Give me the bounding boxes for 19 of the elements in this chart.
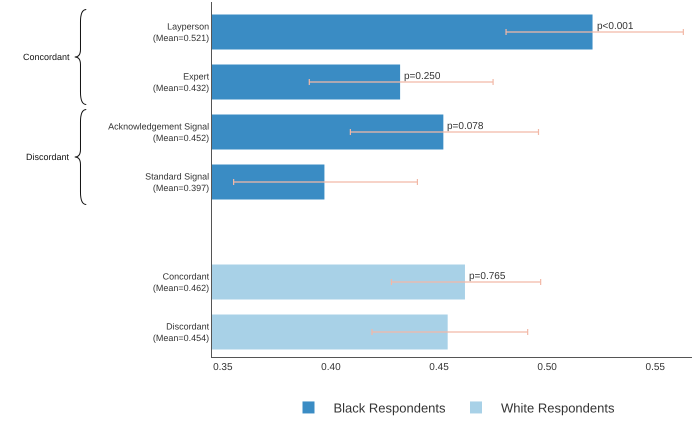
y-tick-label: Expert (Mean=0.432) bbox=[152, 71, 210, 93]
x-tick-label: 0.35 bbox=[213, 362, 233, 373]
x-tick-label: 0.50 bbox=[537, 362, 558, 373]
x-tick-label: 0.45 bbox=[429, 362, 450, 373]
y-tick-label: Layperson (Mean=0.521) bbox=[152, 21, 210, 43]
legend-label: Black Respondents bbox=[334, 400, 446, 416]
text: Concordant bbox=[23, 52, 70, 62]
y-tick-label: Standard Signal (Mean=0.397) bbox=[145, 171, 210, 193]
legend-label: White Respondents bbox=[501, 400, 615, 416]
annotation: p=0.078 bbox=[447, 121, 484, 132]
x-tick-label: 0.40 bbox=[321, 362, 342, 373]
annotation: p=0.250 bbox=[404, 71, 441, 82]
y-tick-label: Discordant (Mean=0.454) bbox=[152, 321, 210, 343]
y-tick-label: Acknowledgement Signal (Mean=0.452) bbox=[108, 121, 210, 143]
text: Discordant bbox=[26, 152, 70, 162]
y-tick-label: Concordant (Mean=0.462) bbox=[152, 271, 210, 293]
x-tick-label: 0.55 bbox=[646, 362, 666, 373]
annotation: p=0.765 bbox=[469, 271, 506, 282]
annotation: p<0.001 bbox=[597, 21, 634, 32]
